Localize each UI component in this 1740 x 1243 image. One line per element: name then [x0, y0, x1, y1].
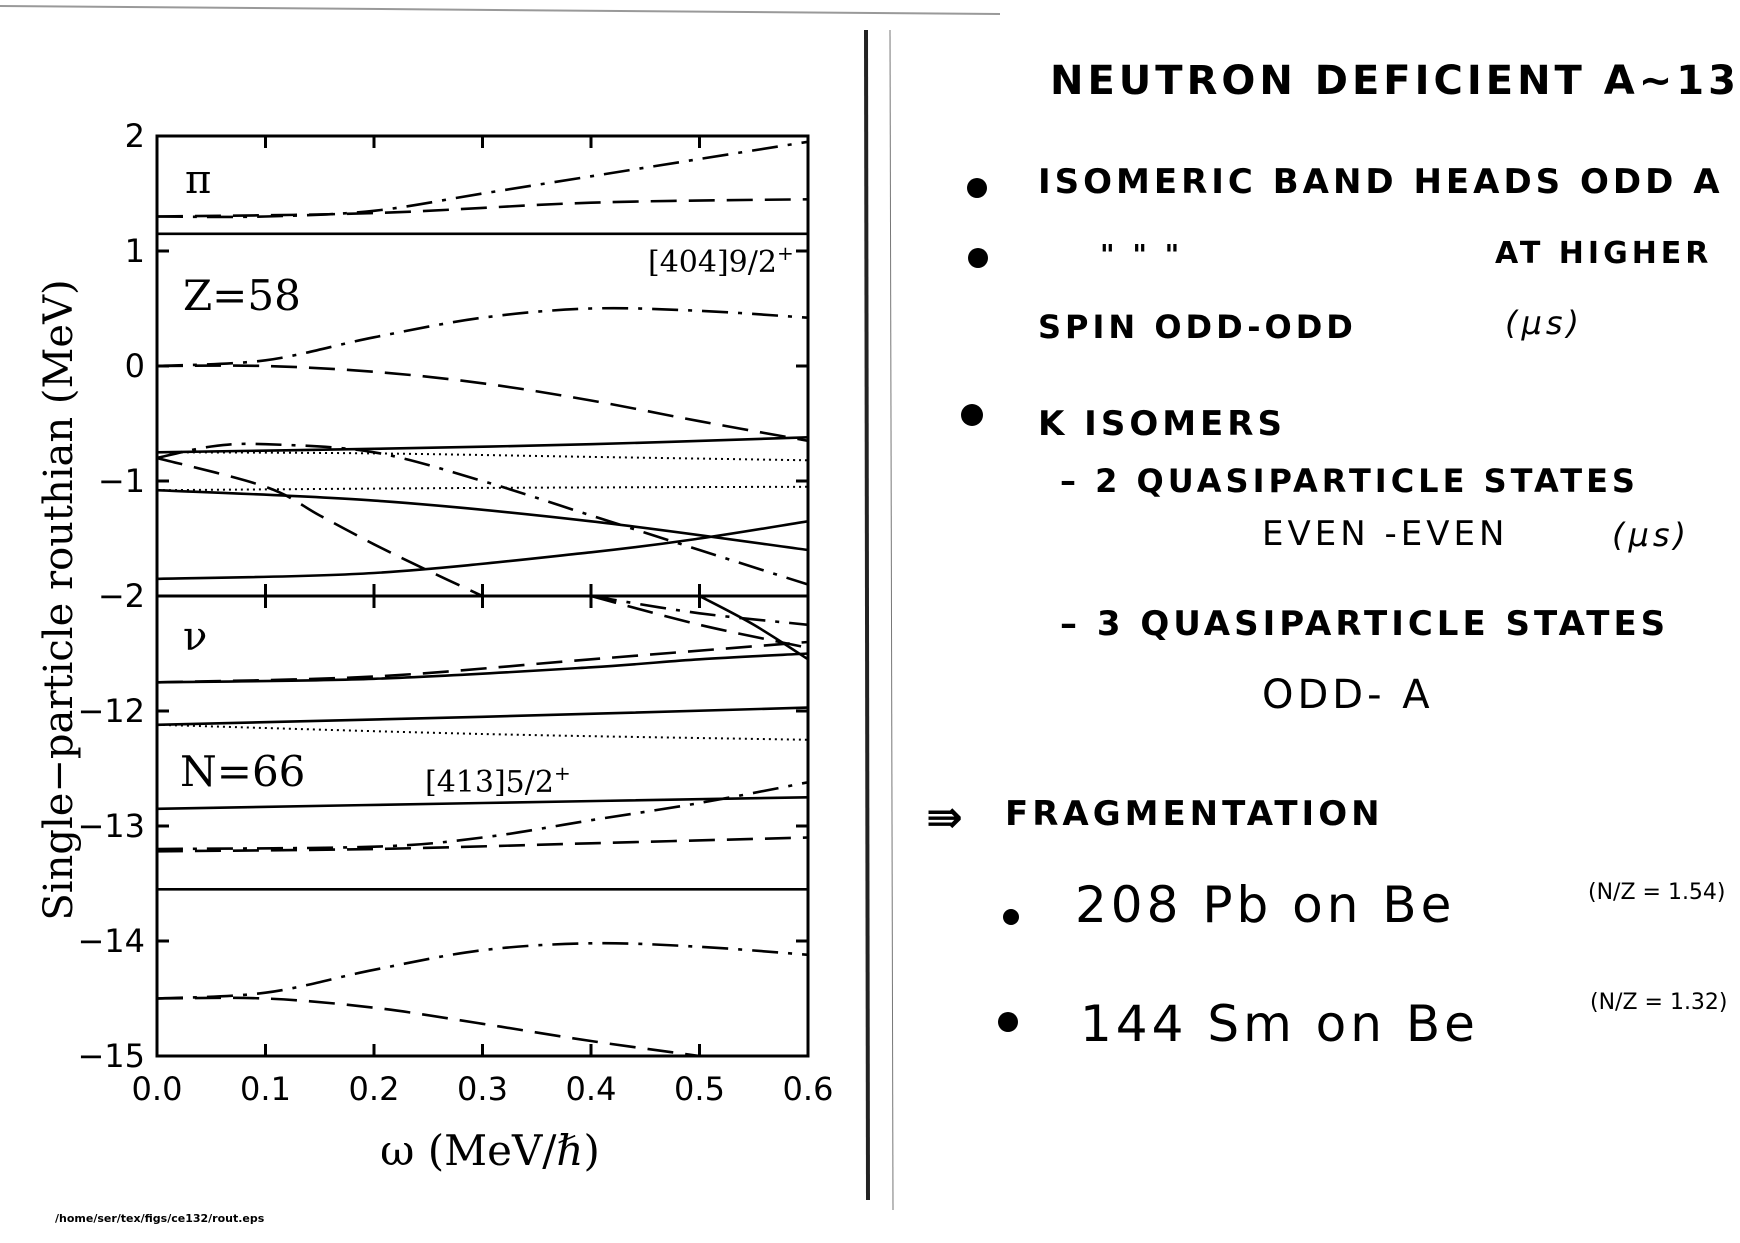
neutron-y-tick-label: −12 [77, 692, 145, 730]
proton-orbital-line-solid [157, 488, 808, 552]
neutron-orbital-line-dashdot [157, 781, 808, 851]
neutron-orbital-line-solid [698, 596, 808, 661]
note-at-higher: AT HIGHER [1495, 236, 1713, 271]
note-sm-on-be: 144 Sm on Be [1080, 995, 1479, 1053]
proton-y-tick-label: −1 [98, 462, 145, 500]
neutron-config-label: [413]5/2+ [425, 761, 571, 800]
implies-arrow: ⇛ [926, 792, 967, 843]
proton-orbital-line-solid [157, 436, 808, 454]
note-fragmentation: FRAGMENTATION [1005, 794, 1384, 834]
bullet-1 [967, 178, 987, 198]
bullet-2 [968, 248, 988, 268]
neutron-y-tick-label: −14 [77, 922, 145, 960]
neutron-y-tick-label: −15 [77, 1037, 145, 1075]
proton-orbital-line-dashdot [157, 140, 808, 219]
x-tick-label: 0.0 [132, 1070, 183, 1108]
note-microseconds-1: (μs) [1505, 304, 1583, 342]
proton-number-label: Z=58 [183, 271, 301, 320]
x-tick-label: 0.4 [566, 1070, 617, 1108]
note-ditto-marks: " " " [1100, 238, 1184, 271]
neutron-orbital-line-dashdot [157, 941, 808, 1000]
neutron-plot-frame [155, 594, 810, 1058]
note-spin-odd-odd: SPIN ODD-ODD [1038, 308, 1357, 346]
x-tick-label: 0.5 [674, 1070, 725, 1108]
note-3qp-states: – 3 QUASIPARTICLE STATES [1060, 604, 1670, 644]
proton-y-tick-label: 0 [125, 347, 145, 385]
proton-orbital-line-dashdot [157, 442, 808, 586]
neutron-orbital-line-dotted [157, 723, 808, 741]
proton-orbital-line-dashed [157, 198, 808, 218]
neutron-symbol-label: ν [183, 614, 207, 660]
note-even-even: EVEN -EVEN [1262, 514, 1509, 554]
proton-orbital-line-dashdot [157, 306, 808, 368]
x-tick-label: 0.1 [240, 1070, 291, 1108]
neutron-y-tick-label: −13 [77, 807, 145, 845]
notes-title: NEUTRON DEFICIENT A~130 [1050, 58, 1740, 104]
figure-file-path: /home/ser/tex/figs/ce132/rout.eps [55, 1212, 265, 1225]
proton-y-tick-label: 2 [125, 117, 145, 155]
x-tick-label: 0.2 [349, 1070, 400, 1108]
neutron-y-ticks: −12 −13 −14 −15 [77, 596, 810, 1075]
proton-orbital-line-dashed [157, 456, 484, 596]
neutron-orbital-line-dashed [157, 996, 700, 1056]
neutron-orbital-line-solid [157, 706, 808, 727]
bullet-4 [1003, 909, 1019, 925]
bullet-3 [961, 404, 983, 426]
note-k-isomers: K ISOMERS [1038, 404, 1286, 444]
proton-y-ticks: 2 1 0 −1 −2 [98, 117, 810, 615]
page-edge-line [889, 29, 894, 1211]
proton-orbital-line-solid [157, 520, 808, 581]
neutron-orbital-line-dashed [157, 836, 808, 853]
top-scan-edge [0, 5, 1001, 15]
note-pb-on-be: 208 Pb on Be [1075, 876, 1456, 934]
x-tick-label: 0.6 [783, 1070, 834, 1108]
bullet-5 [998, 1012, 1018, 1032]
note-pb-n-over-z: (N/Z = 1.54) [1588, 880, 1726, 905]
neutron-number-label: N=66 [180, 747, 305, 796]
proton-panel: 2 1 0 −1 −2 π Z=58 [404]9/2+ [98, 117, 810, 615]
note-isomeric-band-heads: ISOMERIC BAND HEADS ODD A [1038, 162, 1724, 202]
neutron-orbital-line-dashdot [590, 596, 808, 627]
note-microseconds-2: (μs) [1612, 516, 1690, 554]
proton-config-label: [404]9/2+ [648, 241, 794, 280]
proton-orbital-line-dotted [157, 485, 808, 492]
neutron-orbital-line-dashed [157, 640, 808, 684]
x-tick-label: 0.3 [457, 1070, 508, 1108]
note-odd-a: ODD- A [1262, 672, 1434, 718]
x-axis-label: ω (MeV/ℏ) [380, 1126, 600, 1175]
page-fold-line [864, 29, 870, 1201]
proton-orbital-line-dashed [157, 364, 808, 443]
omega-x-ticks: 0.0 0.1 0.2 0.3 0.4 0.5 0.6 [132, 1070, 834, 1108]
note-2qp-states: – 2 QUASIPARTICLE STATES [1060, 462, 1639, 500]
neutron-routhian-lines [157, 596, 808, 1056]
proton-routhian-lines [157, 136, 808, 596]
proton-symbol-label: π [185, 157, 211, 203]
neutron-panel: −12 −13 −14 −15 0.0 0.1 0.2 0.3 0.4 0.5 0.6 ν N=6… [77, 594, 834, 1108]
proton-y-tick-label: 1 [125, 232, 145, 270]
proton-orbital-line-dotted [157, 451, 808, 462]
proton-y-tick-label: −2 [98, 577, 145, 615]
note-sm-n-over-z: (N/Z = 1.32) [1590, 990, 1728, 1015]
y-axis-label: Single−particle routhian (MeV) [36, 279, 82, 920]
